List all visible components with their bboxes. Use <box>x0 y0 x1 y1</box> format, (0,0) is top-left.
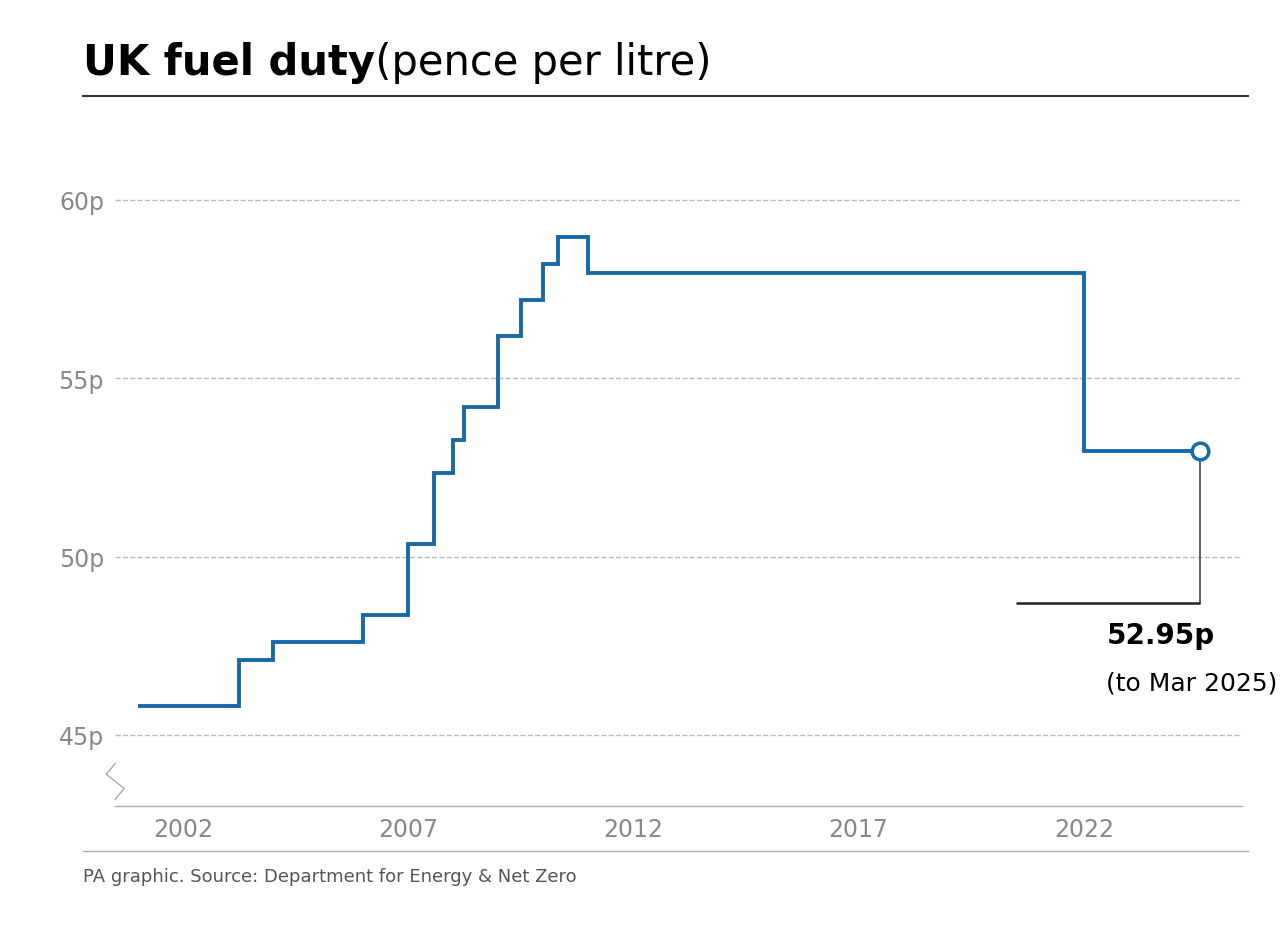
Text: (pence per litre): (pence per litre) <box>362 42 712 83</box>
Text: (to Mar 2025): (to Mar 2025) <box>1106 671 1277 695</box>
Text: 52.95p: 52.95p <box>1106 621 1215 649</box>
Text: PA graphic. Source: Department for Energy & Net Zero: PA graphic. Source: Department for Energ… <box>83 868 577 885</box>
Text: UK fuel duty: UK fuel duty <box>83 42 375 83</box>
